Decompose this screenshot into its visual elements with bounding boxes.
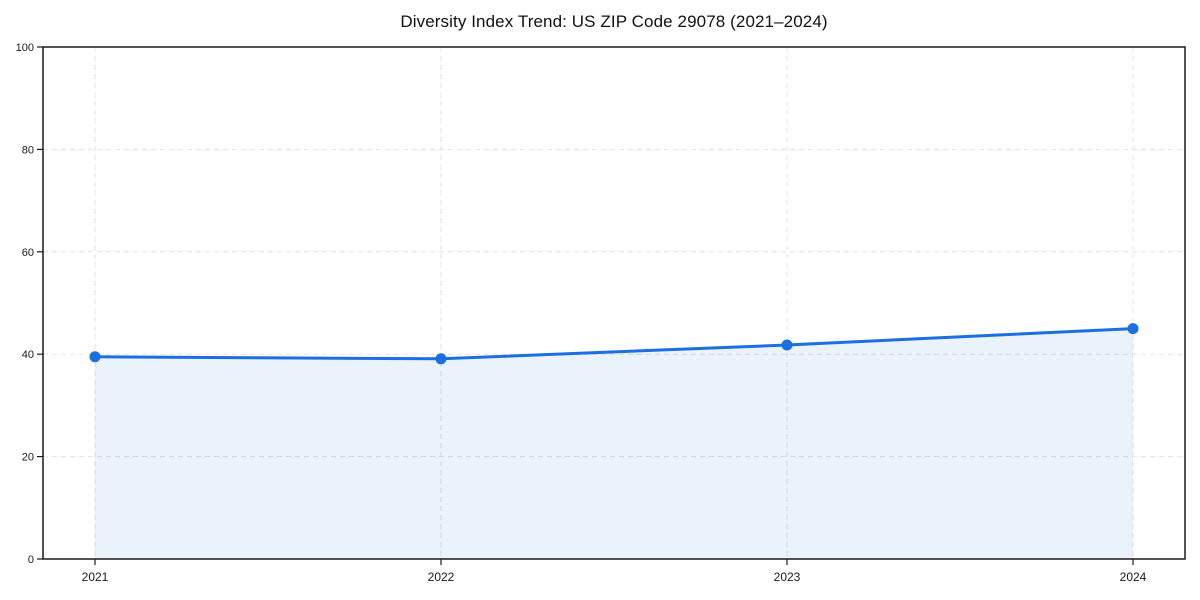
chart-title: Diversity Index Trend: US ZIP Code 29078… [400,12,828,31]
data-point-2023 [781,339,793,351]
plot-background [43,47,1185,559]
y-tick-label: 100 [16,42,34,54]
data-point-2022 [435,353,447,365]
x-tick-label: 2024 [1120,570,1147,584]
data-point-2024 [1127,323,1139,335]
data-point-2021 [89,351,101,363]
y-tick-label: 40 [22,349,34,361]
y-tick-label: 60 [22,247,34,259]
y-tick-label: 80 [22,144,34,156]
area-fill [95,328,1133,559]
y-tick-label: 20 [22,452,34,464]
x-tick-label: 2021 [82,570,109,584]
y-tick-label: 0 [28,554,34,566]
x-tick-label: 2022 [428,570,455,584]
x-tick-label: 2023 [774,570,801,584]
trend-line [93,327,1135,361]
plot-border [42,46,1186,560]
